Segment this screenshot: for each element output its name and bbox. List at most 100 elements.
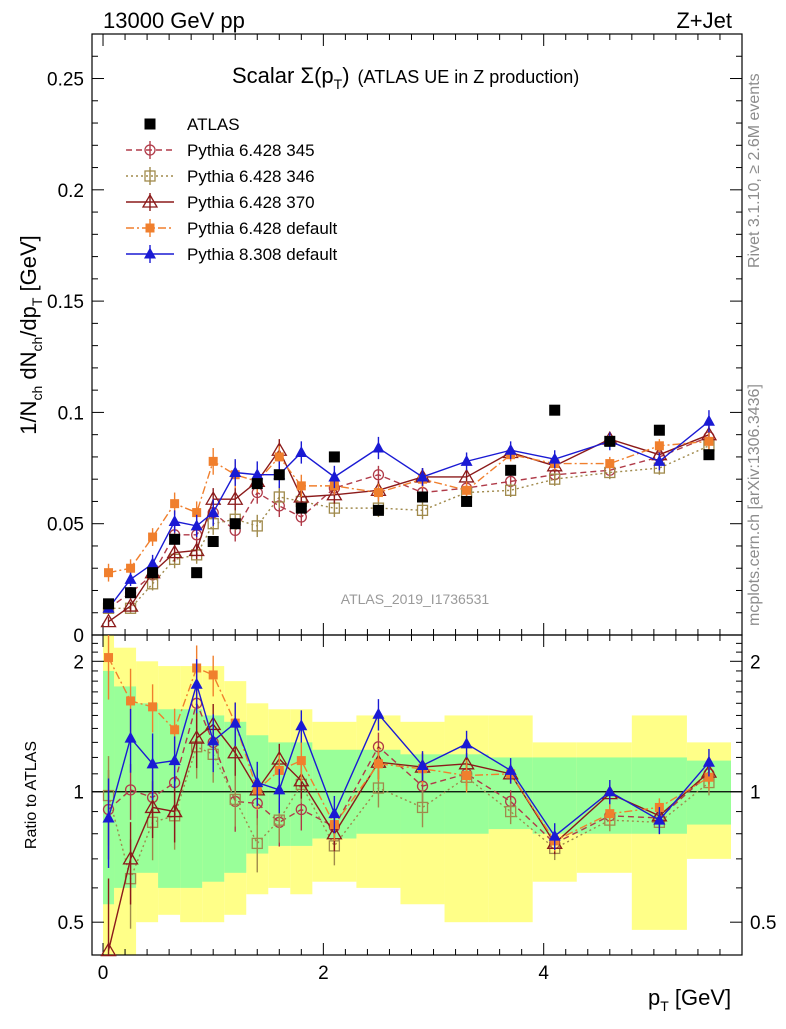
legend-marker: [145, 223, 155, 233]
ratio-point: [229, 716, 242, 728]
xtick-label: 2: [318, 963, 329, 984]
ratio-point: [372, 707, 385, 719]
ratio-point: [273, 814, 285, 826]
data-point: [100, 613, 117, 628]
ratio-point: [146, 757, 159, 769]
ratio-band-green: [158, 709, 181, 888]
ratio-frame: [91, 634, 743, 956]
data-point-atlas: [229, 518, 241, 530]
analysis-label: ATLAS_2019_I1736531: [341, 591, 490, 607]
ratio-point: [372, 782, 385, 794]
legend-entry: ATLAS: [144, 115, 240, 134]
data-point-atlas: [417, 491, 429, 503]
legend: ATLAS Pythia 6.428 345 Pythia 6.428 346 Pyt…: [126, 115, 338, 264]
ratio-point: [295, 719, 308, 731]
legend-marker: [144, 170, 156, 182]
main-ytick-label: 0.25: [47, 70, 84, 91]
data-point: [460, 454, 473, 466]
ratio-point: [229, 793, 241, 806]
data-point: [504, 443, 517, 455]
xtick-label: 4: [538, 963, 549, 984]
series-line: [108, 436, 710, 609]
main-ytick-label: 0.2: [58, 181, 84, 202]
ratio-panel: 0 2 4 0.5 0.5 1 1 2 2: [58, 634, 776, 984]
chart-title-close: ): [342, 63, 349, 88]
data-point: [295, 445, 308, 457]
chart-title-tail: (ATLAS UE in Z production): [358, 67, 580, 87]
ratio-point: [148, 702, 158, 712]
ratio-point: [460, 737, 473, 749]
chart-title-sub: T: [334, 76, 343, 92]
data-point: [504, 484, 517, 496]
data-point: [702, 414, 715, 426]
data-point: [188, 542, 205, 557]
data-point-atlas: [251, 478, 263, 490]
ratio-point: [100, 942, 117, 957]
data-point: [168, 514, 181, 526]
data-point: [704, 436, 714, 446]
data-point: [146, 557, 159, 569]
legend-entry: Pythia 6.428 370: [126, 193, 315, 212]
ratio-point: [144, 799, 161, 814]
main-ytick-label: 0.05: [47, 515, 84, 536]
legend-entry: Pythia 6.428 346: [126, 167, 315, 186]
energy-label: 13000 GeV pp: [103, 8, 245, 33]
main-ytick-label: 0: [73, 626, 84, 647]
ratio-ylabel: Ratio to ATLAS: [23, 741, 40, 849]
ratio-point: [702, 755, 715, 767]
ratio-ytick-label-right: 0.5: [750, 913, 776, 934]
series-pythia-6-428-default: [104, 432, 714, 582]
ratio-point: [208, 670, 218, 680]
data-point: [293, 488, 310, 503]
data-point: [548, 452, 561, 464]
ratio-point: [704, 772, 714, 782]
data-point-atlas: [273, 469, 285, 481]
data-point: [549, 473, 561, 485]
legend-label: Pythia 6.428 346: [187, 167, 315, 186]
data-point-atlas: [207, 536, 219, 548]
legend-label: Pythia 6.428 default: [187, 219, 338, 238]
legend-marker: [144, 247, 156, 259]
legend-label: Pythia 8.308 default: [187, 245, 338, 264]
data-point: [296, 481, 306, 491]
ratio-point: [168, 754, 181, 766]
data-point: [373, 488, 383, 498]
data-point-atlas: [372, 504, 384, 516]
ratio-point: [122, 850, 139, 865]
ratio-point: [504, 805, 517, 818]
data-point: [122, 597, 139, 612]
data-point: [273, 491, 285, 503]
series-line: [108, 440, 710, 574]
ratio-point: [605, 809, 615, 819]
process-label: Z+Jet: [676, 8, 732, 33]
data-point-atlas: [295, 502, 307, 514]
data-point-atlas: [328, 451, 340, 463]
xtick-label: 0: [98, 963, 109, 984]
data-point: [229, 466, 242, 478]
ratio-point: [504, 763, 517, 775]
legend-marker: [141, 193, 159, 208]
data-point: [192, 508, 202, 518]
ratio-point: [124, 784, 137, 796]
data-point: [274, 452, 284, 462]
main-ylabel: 1/Nch dNch/dpT [GeV]: [16, 235, 45, 435]
ratio-point: [603, 785, 616, 797]
legend-label: Pythia 6.428 345: [187, 141, 315, 160]
data-point: [328, 470, 341, 482]
data-point: [372, 469, 385, 481]
ratio-series-pythia-8-308-default: [102, 659, 715, 868]
ratio-point: [373, 759, 383, 769]
legend-entry: Pythia 6.428 345: [126, 141, 315, 160]
rivet-label: Rivet 3.1.10, ≥ 2.6M events: [746, 73, 763, 268]
data-point: [251, 468, 264, 480]
data-point: [104, 568, 114, 578]
ratio-point: [190, 677, 203, 689]
data-point: [462, 485, 472, 495]
chart-title: Scalar Σ(pT) (ATLAS UE in Z production): [232, 63, 579, 92]
ratio-point: [273, 783, 286, 795]
ratio-point: [251, 776, 264, 788]
data-point: [208, 456, 218, 466]
ratio-point: [416, 801, 429, 814]
data-point: [416, 470, 429, 482]
